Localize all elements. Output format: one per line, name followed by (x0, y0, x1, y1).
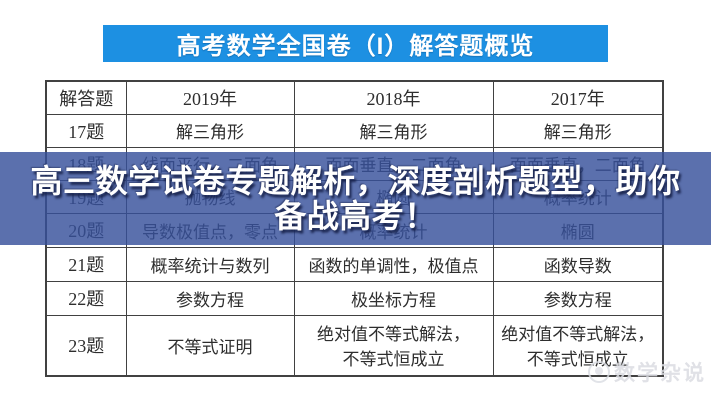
table-header-row: 解答题 2019年 2018年 2017年 (45, 80, 664, 115)
banner-title: 高考数学全国卷（I）解答题概览 (176, 33, 535, 60)
watermark: 数学杂说 (588, 357, 706, 387)
promo-text-line1: 高三数学试卷专题解析，深度剖析题型，助你 (30, 162, 681, 199)
table-cell: 概率统计与数列 (125, 246, 295, 282)
table-cell: 参数方程 (125, 280, 295, 316)
table-cell: 解三角形 (293, 113, 494, 148)
table-cell: 函数的单调性，极值点 (293, 246, 494, 282)
title-banner: 高考数学全国卷（I）解答题概览 (103, 25, 608, 62)
promo-text-line2: 备战高考！ (274, 197, 437, 234)
table-row-q22: 22题 参数方程 极坐标方程 参数方程 (45, 280, 664, 316)
table-cell: 绝对值不等式解法， 不等式恒成立 (293, 314, 494, 377)
table-cell: 极坐标方程 (293, 280, 494, 316)
row-label: 21题 (45, 246, 127, 282)
header-cell-2017: 2017年 (492, 80, 664, 115)
row-label: 22题 (45, 280, 127, 316)
circle-logo-icon (588, 361, 610, 383)
table-row-q23: 23题 不等式证明 绝对值不等式解法， 不等式恒成立 绝对值不等式解法， 不等式… (45, 314, 664, 377)
table-cell: 函数导数 (492, 246, 664, 282)
table-row-q21: 21题 概率统计与数列 函数的单调性，极值点 函数导数 (45, 246, 664, 282)
header-cell-question: 解答题 (45, 80, 127, 115)
table-cell: 解三角形 (492, 113, 664, 148)
watermark-text: 数学杂说 (614, 362, 706, 385)
table-cell: 绝对值不等式解法， 不等式恒成立 (492, 314, 664, 377)
table-cell: 不等式证明 (125, 314, 295, 377)
header-cell-2018: 2018年 (293, 80, 494, 115)
table-row-q17: 17题 解三角形 解三角形 解三角形 (45, 113, 664, 148)
promo-overlay-band: 高三数学试卷专题解析，深度剖析题型，助你 备战高考！ (0, 152, 711, 245)
row-label: 23题 (45, 314, 127, 377)
row-label: 17题 (45, 113, 127, 148)
header-cell-2019: 2019年 (125, 80, 295, 115)
table-cell: 解三角形 (125, 113, 295, 148)
table-cell: 参数方程 (492, 280, 664, 316)
